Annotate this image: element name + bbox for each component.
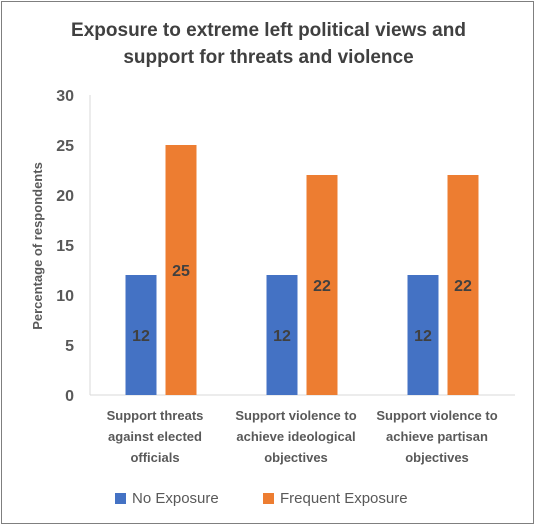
chart-title-line-2: support for threats and violence [123,47,414,68]
bar-value-label: 22 [313,278,331,295]
x-category-label: objectives [264,450,328,465]
x-category-label: Support threats [107,408,204,423]
legend: No Exposure Frequent Exposure [0,486,537,510]
bar [407,275,439,395]
x-category-label: Support violence to [376,408,497,423]
y-tick-label: 0 [65,388,74,405]
y-tick-label: 25 [56,138,74,155]
y-tick-label: 30 [56,88,74,105]
x-category-label: officials [130,450,179,465]
legend-label-frequent-exposure: Frequent Exposure [280,489,408,507]
bar [306,175,338,395]
y-tick-label: 5 [65,338,74,355]
y-tick-label: 20 [56,188,74,205]
bar [125,275,157,395]
x-category-label: achieve partisan [386,429,488,444]
y-axis-title: Percentage of respondents [30,162,45,330]
bar [165,145,197,395]
x-category-label: against elected [108,429,202,444]
bar-value-label: 12 [273,328,291,345]
legend-swatch-frequent-exposure [263,492,274,504]
bar-value-label: 12 [132,328,150,345]
bar-value-label: 12 [414,328,432,345]
bar [266,275,298,395]
legend-label-no-exposure: No Exposure [132,489,219,507]
y-tick-label: 10 [56,288,74,305]
x-category-label: achieve ideological [236,429,355,444]
bar-value-label: 22 [454,278,472,295]
legend-swatch-no-exposure [115,492,126,504]
legend-item-frequent-exposure: Frequent Exposure [263,486,408,510]
chart-title-line-1: Exposure to extreme left political views… [71,20,466,41]
x-category-label: Support violence to [235,408,356,423]
x-category-label: objectives [405,450,469,465]
y-axis-title-group: Percentage of respondents [30,162,45,330]
bar-value-label: 25 [172,263,190,280]
legend-item-no-exposure: No Exposure [115,486,219,510]
y-tick-label: 15 [56,238,74,255]
bar [447,175,479,395]
bar-chart: Percentage of respondents 0 5 10 15 20 25 30 1… [30,88,515,465]
